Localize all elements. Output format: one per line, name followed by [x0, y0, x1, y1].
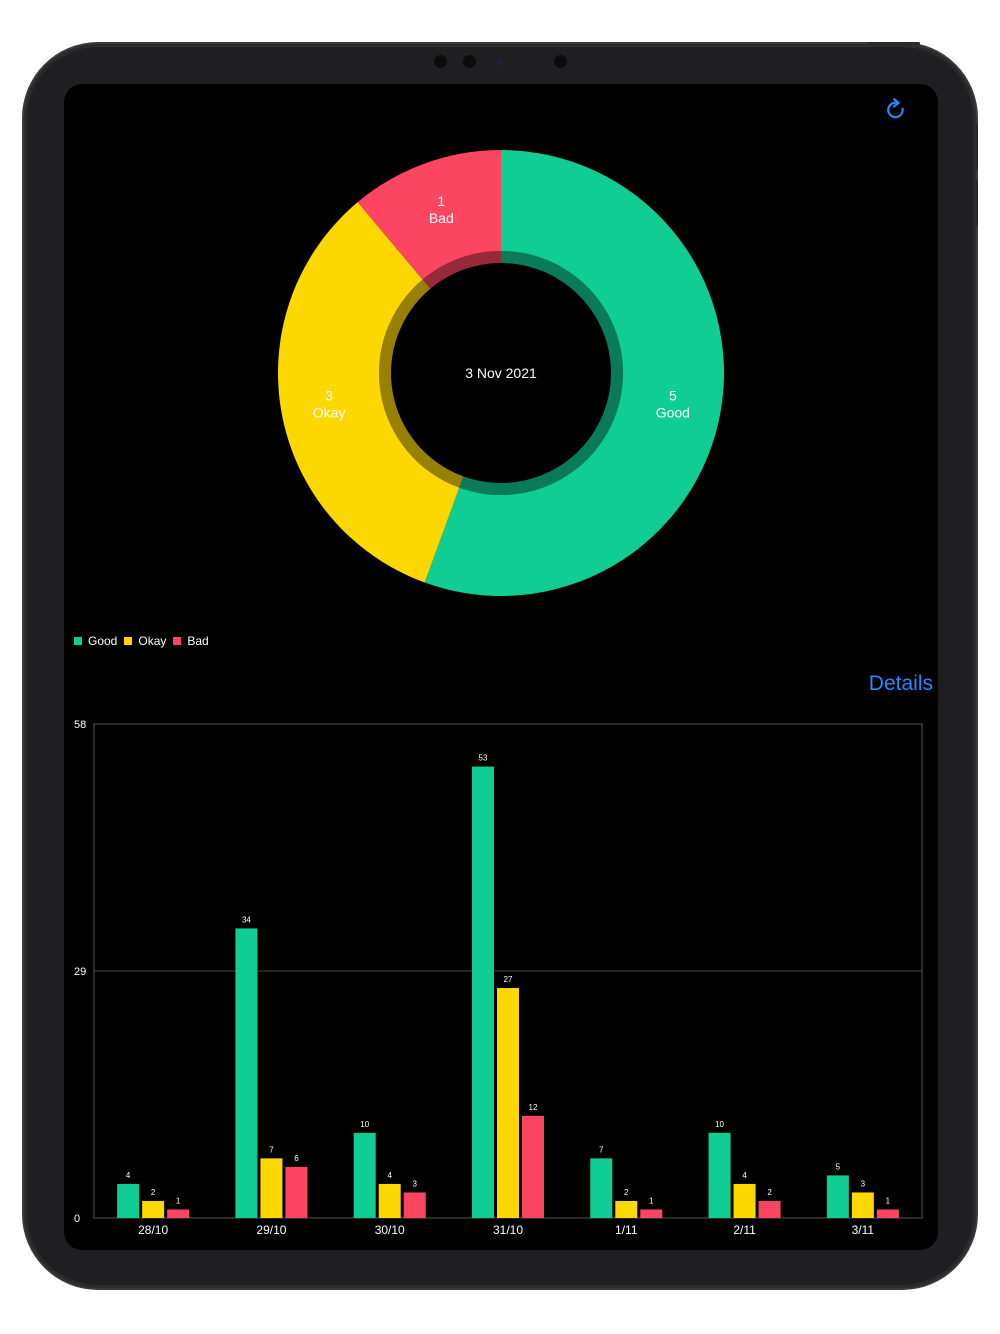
bar-good: [708, 1132, 731, 1218]
bar-good: [590, 1158, 613, 1218]
bar-value-label: 1: [886, 1196, 891, 1205]
legend-label: Good: [88, 634, 118, 648]
bar-bad: [403, 1192, 426, 1218]
y-tick-label: 0: [74, 1213, 80, 1225]
bar-value-label: 2: [624, 1188, 629, 1197]
bar-value-label: 53: [479, 754, 488, 763]
sensor-dot: [554, 55, 567, 68]
bar-value-label: 27: [504, 975, 513, 984]
bar-value-label: 3: [412, 1179, 417, 1188]
bar-value-label: 1: [176, 1196, 181, 1205]
bar-good: [826, 1175, 849, 1218]
donut-slice-label-bad: 1 Bad: [429, 193, 454, 226]
bar-good: [353, 1132, 376, 1218]
x-tick-label: 28/10: [138, 1223, 168, 1237]
camera-icon: [497, 59, 503, 65]
bar-value-label: 3: [861, 1179, 866, 1188]
bar-good: [235, 928, 258, 1218]
bar-bad: [285, 1166, 308, 1218]
bar-value-label: 34: [242, 915, 251, 924]
bar-okay: [497, 988, 519, 1218]
top-button: [868, 42, 920, 45]
bar-value-label: 2: [767, 1188, 772, 1197]
x-tick-label: 30/10: [375, 1223, 405, 1237]
bar-value-label: 12: [529, 1103, 538, 1112]
bar-value-label: 7: [599, 1145, 604, 1154]
bar-value-label: 7: [269, 1145, 274, 1154]
bar-value-label: 10: [715, 1120, 724, 1129]
bar-okay: [733, 1183, 756, 1218]
donut-slice-bad: [357, 150, 501, 280]
x-tick-label: 2/11: [733, 1223, 756, 1237]
legend-item-good: Good: [74, 634, 117, 648]
bar-value-label: 5: [836, 1162, 841, 1171]
donut-slice-okay: [278, 202, 460, 583]
sensor-dot: [463, 55, 476, 68]
bar-okay: [615, 1200, 638, 1218]
bar-bad: [522, 1115, 544, 1218]
legend-swatch: [124, 637, 133, 645]
bar-value-label: 4: [387, 1171, 392, 1180]
bar-chart: 0295842128/10347629/10104330/1053271231/…: [74, 719, 923, 1237]
bar-bad: [758, 1200, 781, 1218]
bar-value-label: 6: [294, 1154, 299, 1163]
x-tick-label: 31/10: [493, 1223, 523, 1237]
legend-swatch: [74, 637, 82, 645]
bar-okay: [142, 1200, 165, 1218]
y-tick-label: 58: [74, 719, 86, 731]
donut-chart: 5 Good 3 Okay 1 Bad 3 Nov 2021: [278, 150, 725, 596]
bar-value-label: 2: [151, 1188, 156, 1197]
details-link[interactable]: Details: [868, 672, 933, 695]
legend-item-bad: Bad: [173, 634, 209, 648]
legend-label: Okay: [138, 634, 167, 648]
legend-item-okay: Okay: [124, 634, 166, 648]
donut-slice-label-okay: 3 Okay: [313, 387, 346, 420]
x-tick-label: 3/11: [852, 1223, 875, 1237]
y-tick-label: 29: [74, 966, 86, 978]
bar-good: [117, 1183, 140, 1218]
bar-value-label: 4: [126, 1171, 131, 1180]
bar-bad: [167, 1209, 190, 1218]
bar-bad: [876, 1209, 899, 1218]
donut-center-label: 3 Nov 2021: [465, 365, 537, 381]
x-tick-label: 29/10: [256, 1223, 286, 1237]
legend-label: Bad: [187, 634, 209, 648]
chart-legend: Good Okay Bad: [74, 634, 216, 648]
donut-slice-label-good: 5 Good: [656, 387, 690, 420]
bar-good: [472, 766, 494, 1218]
bar-value-label: 4: [742, 1171, 747, 1180]
bar-okay: [260, 1158, 283, 1218]
donut-inner-ring-bad: [422, 251, 501, 289]
legend-swatch: [173, 637, 182, 645]
bar-okay: [851, 1192, 874, 1218]
app-screen: 5 Good 3 Okay 1 Bad 3 Nov 2021 Good Okay Bad D…: [64, 84, 938, 1250]
refresh-icon[interactable]: [882, 96, 910, 124]
sensor-dot: [434, 55, 447, 68]
donut-slice-good: [424, 150, 725, 596]
volume-down-button: [975, 180, 978, 226]
volume-up-button: [975, 124, 978, 170]
donut-inner-ring-okay: [379, 279, 464, 488]
bar-value-label: 1: [649, 1196, 654, 1205]
bar-okay: [378, 1183, 401, 1218]
x-tick-label: 1/11: [615, 1223, 638, 1237]
bar-value-label: 10: [360, 1120, 369, 1129]
bar-bad: [640, 1209, 663, 1218]
